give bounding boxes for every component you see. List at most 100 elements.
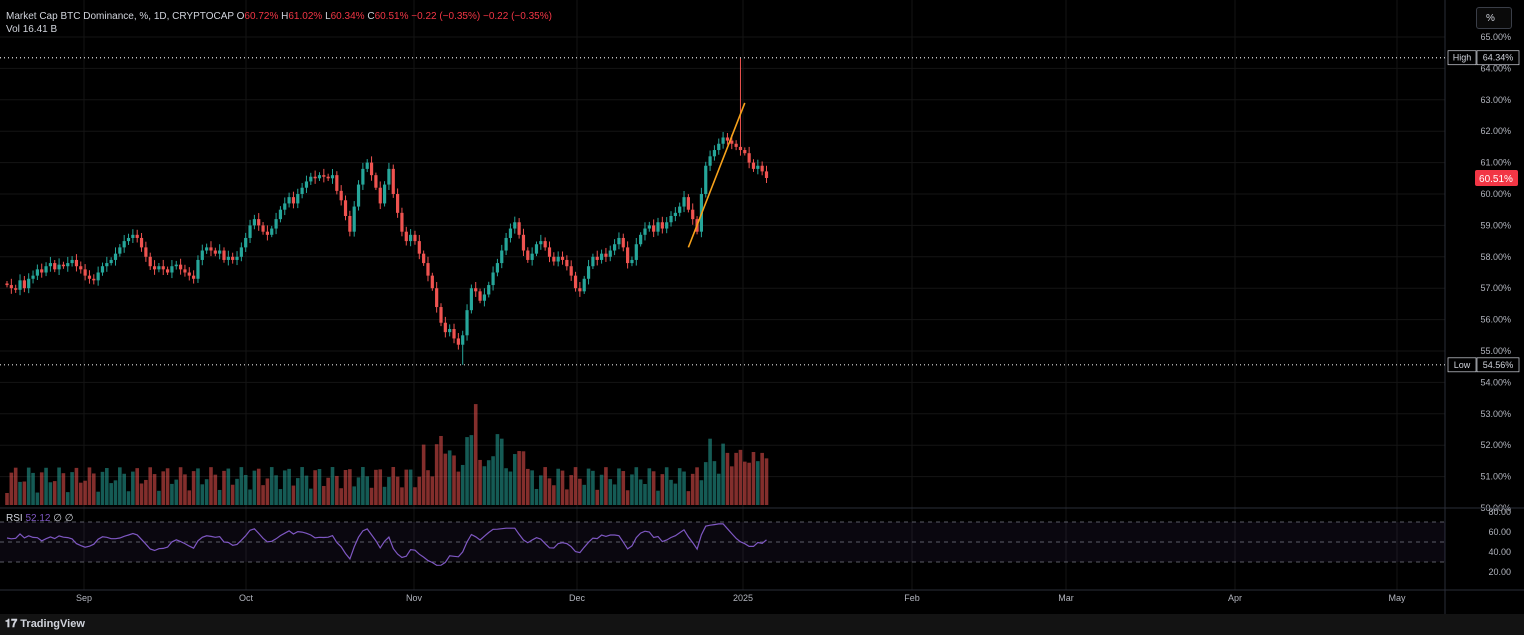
volume-bar <box>660 474 665 505</box>
symbol-title: Market Cap BTC Dominance, %, 1D, CRYPTOC… <box>6 11 234 22</box>
volume-bar <box>743 461 747 505</box>
volume-bar <box>677 468 682 505</box>
low-badge-label: Low <box>1454 360 1471 370</box>
candle-body <box>456 338 460 345</box>
candle-body <box>591 256 595 267</box>
volume-bar <box>48 482 53 505</box>
volume-bar <box>178 467 183 505</box>
open-label: O <box>236 11 245 22</box>
candle-body <box>678 206 682 213</box>
volume-bar <box>126 491 131 505</box>
candle-body <box>604 253 608 257</box>
volume-bar <box>217 489 222 505</box>
volume-bar <box>582 484 587 505</box>
volume-bar <box>760 452 764 505</box>
candle-body <box>474 288 478 292</box>
volume-bar <box>374 469 378 505</box>
candle-body <box>122 241 126 248</box>
candle-body <box>617 237 621 245</box>
volume-bar <box>248 489 252 505</box>
candle-body <box>131 234 135 238</box>
volume-bar <box>382 486 387 505</box>
candle-body <box>743 150 747 154</box>
candle-body <box>27 278 31 289</box>
candle-body <box>734 143 738 147</box>
volume-bar <box>157 490 161 505</box>
close-value: 60.51% <box>374 11 409 22</box>
volume-bar <box>456 471 461 505</box>
candle-body <box>139 237 144 248</box>
volume-bar <box>452 455 456 505</box>
rsi-label: RSI <box>6 513 23 524</box>
volume-label: Vol <box>6 24 20 35</box>
volume-bar <box>57 467 61 505</box>
volume-bar <box>187 490 192 505</box>
candle-body <box>61 264 66 267</box>
tradingview-logo[interactable]: 𝟏𝟕 TradingView <box>5 618 85 631</box>
footer-bar: 𝟏𝟕 TradingView <box>0 614 1524 635</box>
candle-body <box>304 181 309 188</box>
volume-bar <box>478 459 482 505</box>
volume-bar <box>599 474 604 505</box>
candle-body <box>161 266 165 270</box>
candle-body <box>656 222 660 232</box>
candle-body <box>647 225 651 229</box>
percent-scale-button[interactable]: % <box>1476 7 1512 29</box>
candle-body <box>682 197 686 207</box>
candle-body <box>187 272 191 276</box>
candle-body <box>482 294 486 301</box>
volume-bar <box>282 470 287 505</box>
volume-bar <box>5 493 9 505</box>
volume-bar <box>61 473 66 505</box>
volume-bar <box>447 450 452 505</box>
volume-bar <box>543 467 547 505</box>
volume-bar <box>252 470 257 505</box>
candle-body <box>287 197 291 204</box>
candle-body <box>665 222 669 229</box>
candle-body <box>513 222 517 229</box>
candle-body <box>87 275 92 279</box>
volume-bar <box>756 461 760 505</box>
candle-body <box>526 250 530 260</box>
volume-bar <box>708 438 712 505</box>
volume-bar <box>339 488 343 505</box>
y-tick-label: 60.00% <box>1480 189 1511 199</box>
candle-body <box>378 187 382 204</box>
x-tick-label: Mar <box>1058 593 1074 603</box>
volume-bar <box>638 479 643 505</box>
volume-bar <box>109 483 113 505</box>
candle-body <box>14 288 18 290</box>
volume-bar <box>22 481 27 505</box>
volume-bar <box>235 478 239 505</box>
volume-bar <box>491 456 495 505</box>
volume-bar <box>400 487 404 505</box>
volume-bar <box>482 466 487 505</box>
candle-body <box>630 259 634 264</box>
volume-bar <box>751 452 756 505</box>
volume-bar <box>764 458 769 505</box>
candle-body <box>461 335 465 345</box>
price-chart[interactable]: 65.00% 64.00% 63.00% 62.00% 61.00% 60.00% 59.0… <box>0 0 1524 614</box>
volume-bar <box>656 490 660 505</box>
volume-bar <box>395 476 400 505</box>
volume-bar <box>222 470 226 505</box>
volume-bar <box>87 467 92 505</box>
volume-bar <box>747 462 751 505</box>
candle-body <box>573 275 578 289</box>
rsi-tick-label: 80.00 <box>1488 507 1511 517</box>
y-tick-label: 64.00% <box>1480 63 1511 73</box>
candle-body <box>235 256 239 260</box>
candle-body <box>35 269 39 276</box>
candle-body <box>500 250 504 264</box>
volume-bar <box>191 471 196 505</box>
rsi-tick-label: 60.00 <box>1488 527 1511 537</box>
candle-body <box>452 329 456 339</box>
volume-value: 16.41 B <box>22 24 58 35</box>
candle-body <box>244 237 248 248</box>
high-value-label: 64.34% <box>1483 53 1514 63</box>
candle-body <box>374 175 378 188</box>
rsi-line <box>6 523 767 566</box>
candle-body <box>231 256 235 260</box>
volume-bar <box>361 467 365 505</box>
candle-body <box>348 215 352 232</box>
